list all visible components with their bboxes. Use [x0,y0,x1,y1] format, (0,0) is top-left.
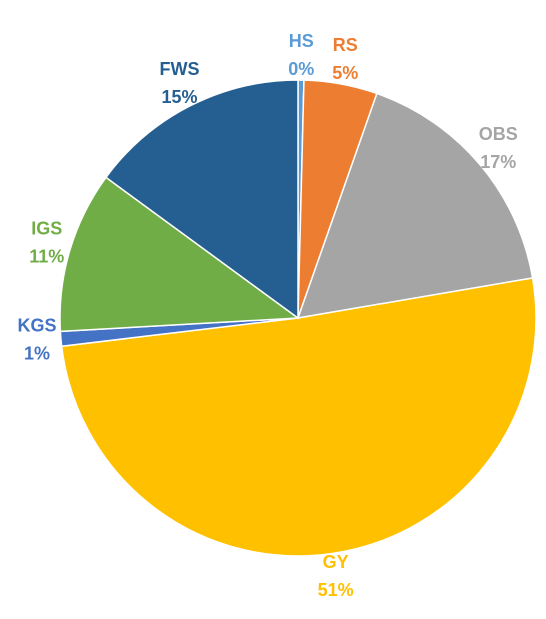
slice-value: 0% [288,59,314,79]
slice-value: 15% [161,87,197,107]
slice-value: 1% [24,344,50,364]
pie-slice [296,92,534,319]
slice-name: RS [333,35,358,55]
slice-value: 51% [318,580,354,600]
slice-value: 5% [332,63,358,83]
slice-name: GY [323,552,349,572]
slice-name: OBS [479,124,518,144]
slice-value: 11% [29,246,64,266]
pie-slice [104,79,299,320]
slice-value: 17% [480,152,516,172]
slice-name: HS [289,31,314,51]
slice-name: KGS [17,316,56,336]
pie-slice [59,176,301,333]
slice-name: IGS [31,218,62,238]
slice-name: FWS [159,59,199,79]
pie-slice [60,277,537,557]
